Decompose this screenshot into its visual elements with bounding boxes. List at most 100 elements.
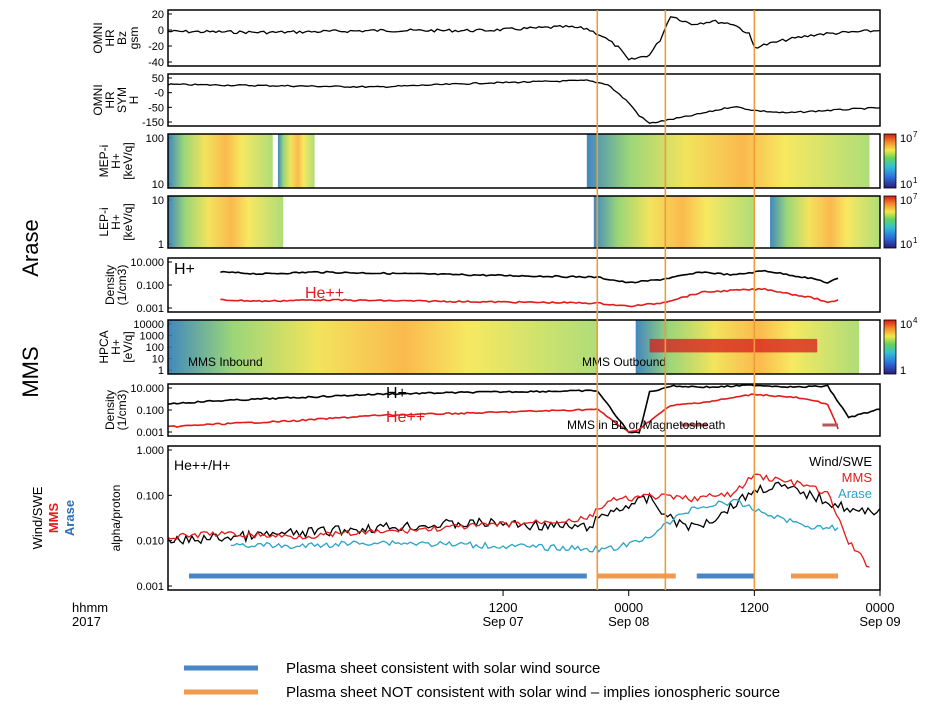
- ytick-omni-sym-1: -0: [154, 88, 164, 100]
- ytick-alpha-proton-3: 0.001: [136, 581, 164, 593]
- ylabel-mms-density-1: (1/cm3): [115, 390, 129, 431]
- ytick-hpca-4: 1: [158, 365, 164, 377]
- spectrogram-block-lep-i-0: [168, 196, 284, 248]
- ytick-omni-bz-0: 20: [152, 9, 164, 21]
- spectrogram-block-mep-i-0: [168, 134, 273, 188]
- series-alpha-proton-1: [167, 473, 870, 568]
- spectrogram-block-mep-i-2: [586, 134, 870, 188]
- colorbar-min-exp-mep-i: 1: [913, 176, 918, 185]
- ylabel-hpca-0: HPCA: [97, 330, 111, 363]
- ytick-hpca-0: 10000: [133, 319, 164, 331]
- series-alpha-proton-2: [230, 498, 839, 553]
- xtick-date-0: Sep 07: [482, 614, 523, 629]
- ytick-mms-density-0: 10.000: [130, 383, 164, 395]
- colorbar-max-lep-i: 10: [900, 195, 912, 207]
- panel-title-ratio: He++/H+: [174, 457, 230, 473]
- ylabel-lep-i-0: LEP-i: [97, 207, 111, 236]
- time-axis-hhmm-label: hhmm: [72, 600, 108, 615]
- series-alpha-proton-0: [167, 481, 881, 545]
- ylabel-hpca-2: [eV/q]: [121, 331, 135, 362]
- annotation-boundary-layer: MMS in BL or Magnetosheath: [567, 418, 725, 432]
- legend-series-1: MMS: [842, 470, 873, 485]
- ytick-mms-density-2: 0.001: [136, 427, 164, 439]
- ytick-arase-density-2: 0.001: [136, 303, 164, 315]
- frame-hpca: [167, 319, 881, 375]
- frame-arase-density: [167, 257, 881, 313]
- colorbar-min-hpca: 1: [900, 365, 906, 377]
- spectrogram-block-lep-i-1: [593, 196, 755, 248]
- ylabel-mep-i-0: MEP-i: [97, 145, 111, 178]
- xtick-date-3: Sep 09: [859, 614, 900, 629]
- ylabel-hpca-1: H+: [109, 339, 123, 355]
- ytick-lep-i-1: 1: [158, 239, 164, 251]
- ylabel-omni-bz-2: Bz: [115, 31, 129, 45]
- frame-mms-density: [167, 383, 881, 437]
- hpca-intense-band: [649, 338, 818, 353]
- spectrogram-block-hpca-0: [168, 320, 598, 374]
- ytick-omni-bz-2: -20: [148, 41, 164, 53]
- frame-omni-sym: [167, 73, 881, 127]
- colorbar-min-mep-i: 10: [900, 179, 912, 191]
- frame-alpha-proton: [167, 445, 881, 591]
- colorbar-max-hpca: 10: [900, 319, 912, 331]
- colorbar-max-mep-i: 10: [900, 133, 912, 145]
- ylabel-arase-density-0: Density: [103, 265, 117, 305]
- xtick-hhmm-1: 0000: [614, 600, 643, 615]
- label-arase-hplus: H+: [174, 261, 195, 278]
- ylabel-lep-i-2: [keV/q]: [121, 203, 135, 240]
- ytick-mep-i-1: 10: [152, 179, 164, 191]
- ylabel-alpha-proton-0: alpha/proton: [109, 485, 123, 552]
- ylabel-omni-sym-0: OMNI: [91, 84, 105, 115]
- ylabel-mep-i-1: H+: [109, 153, 123, 169]
- ytick-omni-sym-2: -50: [148, 102, 164, 114]
- ylabel-mep-i-2: [keV/q]: [121, 142, 135, 179]
- colorbar-lep-i: [883, 195, 897, 249]
- xtick-date-1: Sep 08: [608, 614, 649, 629]
- colorbar-min-lep-i: 10: [900, 239, 912, 251]
- annotation-mms-outbound: MMS Outbound: [582, 355, 666, 369]
- series-mms-density-1: [167, 393, 839, 433]
- series-omni-bz-0: [167, 16, 881, 61]
- label-mms-heplusplus: He++: [386, 409, 425, 426]
- mms-group-label: MMS: [18, 346, 43, 397]
- ylabel-omni-sym-2: SYM: [115, 87, 129, 113]
- frame-lep-i: [167, 195, 881, 249]
- frame-omni-bz: [167, 9, 881, 67]
- spectrogram-block-mep-i-1: [277, 134, 315, 188]
- ylabel-omni-bz-0: OMNI: [91, 22, 105, 53]
- legend-label-1: Plasma sheet NOT consistent with solar w…: [286, 684, 780, 701]
- spectrogram-block-lep-i-2: [770, 196, 880, 248]
- arase-group-label: Arase: [18, 219, 43, 276]
- ylabel-omni-bz-1: HR: [103, 29, 117, 47]
- xtick-hhmm-2: 1200: [740, 600, 769, 615]
- colorbar-max-exp-mep-i: 7: [913, 130, 918, 139]
- ylabel-omni-sym-3: H: [127, 96, 141, 105]
- colorbar-min-exp-lep-i: 1: [913, 236, 918, 245]
- ytick-lep-i-0: 10: [152, 195, 164, 207]
- ytick-mms-density-1: 0.100: [136, 405, 164, 417]
- colorbar-hpca: [883, 319, 897, 375]
- ytick-hpca-1: 1000: [140, 331, 164, 343]
- ytick-alpha-proton-1: 0.100: [136, 490, 164, 502]
- colorbar-max-exp-hpca: 4: [913, 316, 918, 325]
- annotation-mms-inbound: MMS Inbound: [188, 355, 263, 369]
- label-arase-heplusplus: He++: [305, 285, 344, 302]
- ytick-omni-sym-3: -150: [142, 117, 164, 129]
- panel-mms-density: Density(1/cm3)10.000 0.100 0.001 H+ He++ MMS …: [103, 383, 881, 439]
- ytick-omni-bz-3: -40: [148, 57, 164, 69]
- ylabel-lep-i-1: H+: [109, 214, 123, 230]
- series-arase-density-0: [220, 269, 839, 284]
- colorbar-mep-i: [883, 133, 897, 189]
- series-mms-density-0: [167, 383, 880, 434]
- ytick-omni-sym-0: 50: [152, 73, 164, 85]
- ylabel-arase-density-1: (1/cm3): [115, 265, 129, 306]
- panel-arase-density: Density(1/cm3)10.000 0.100 0.001 H+ He++: [103, 257, 881, 315]
- ylabel-omni-bz-3: gsm: [127, 27, 141, 50]
